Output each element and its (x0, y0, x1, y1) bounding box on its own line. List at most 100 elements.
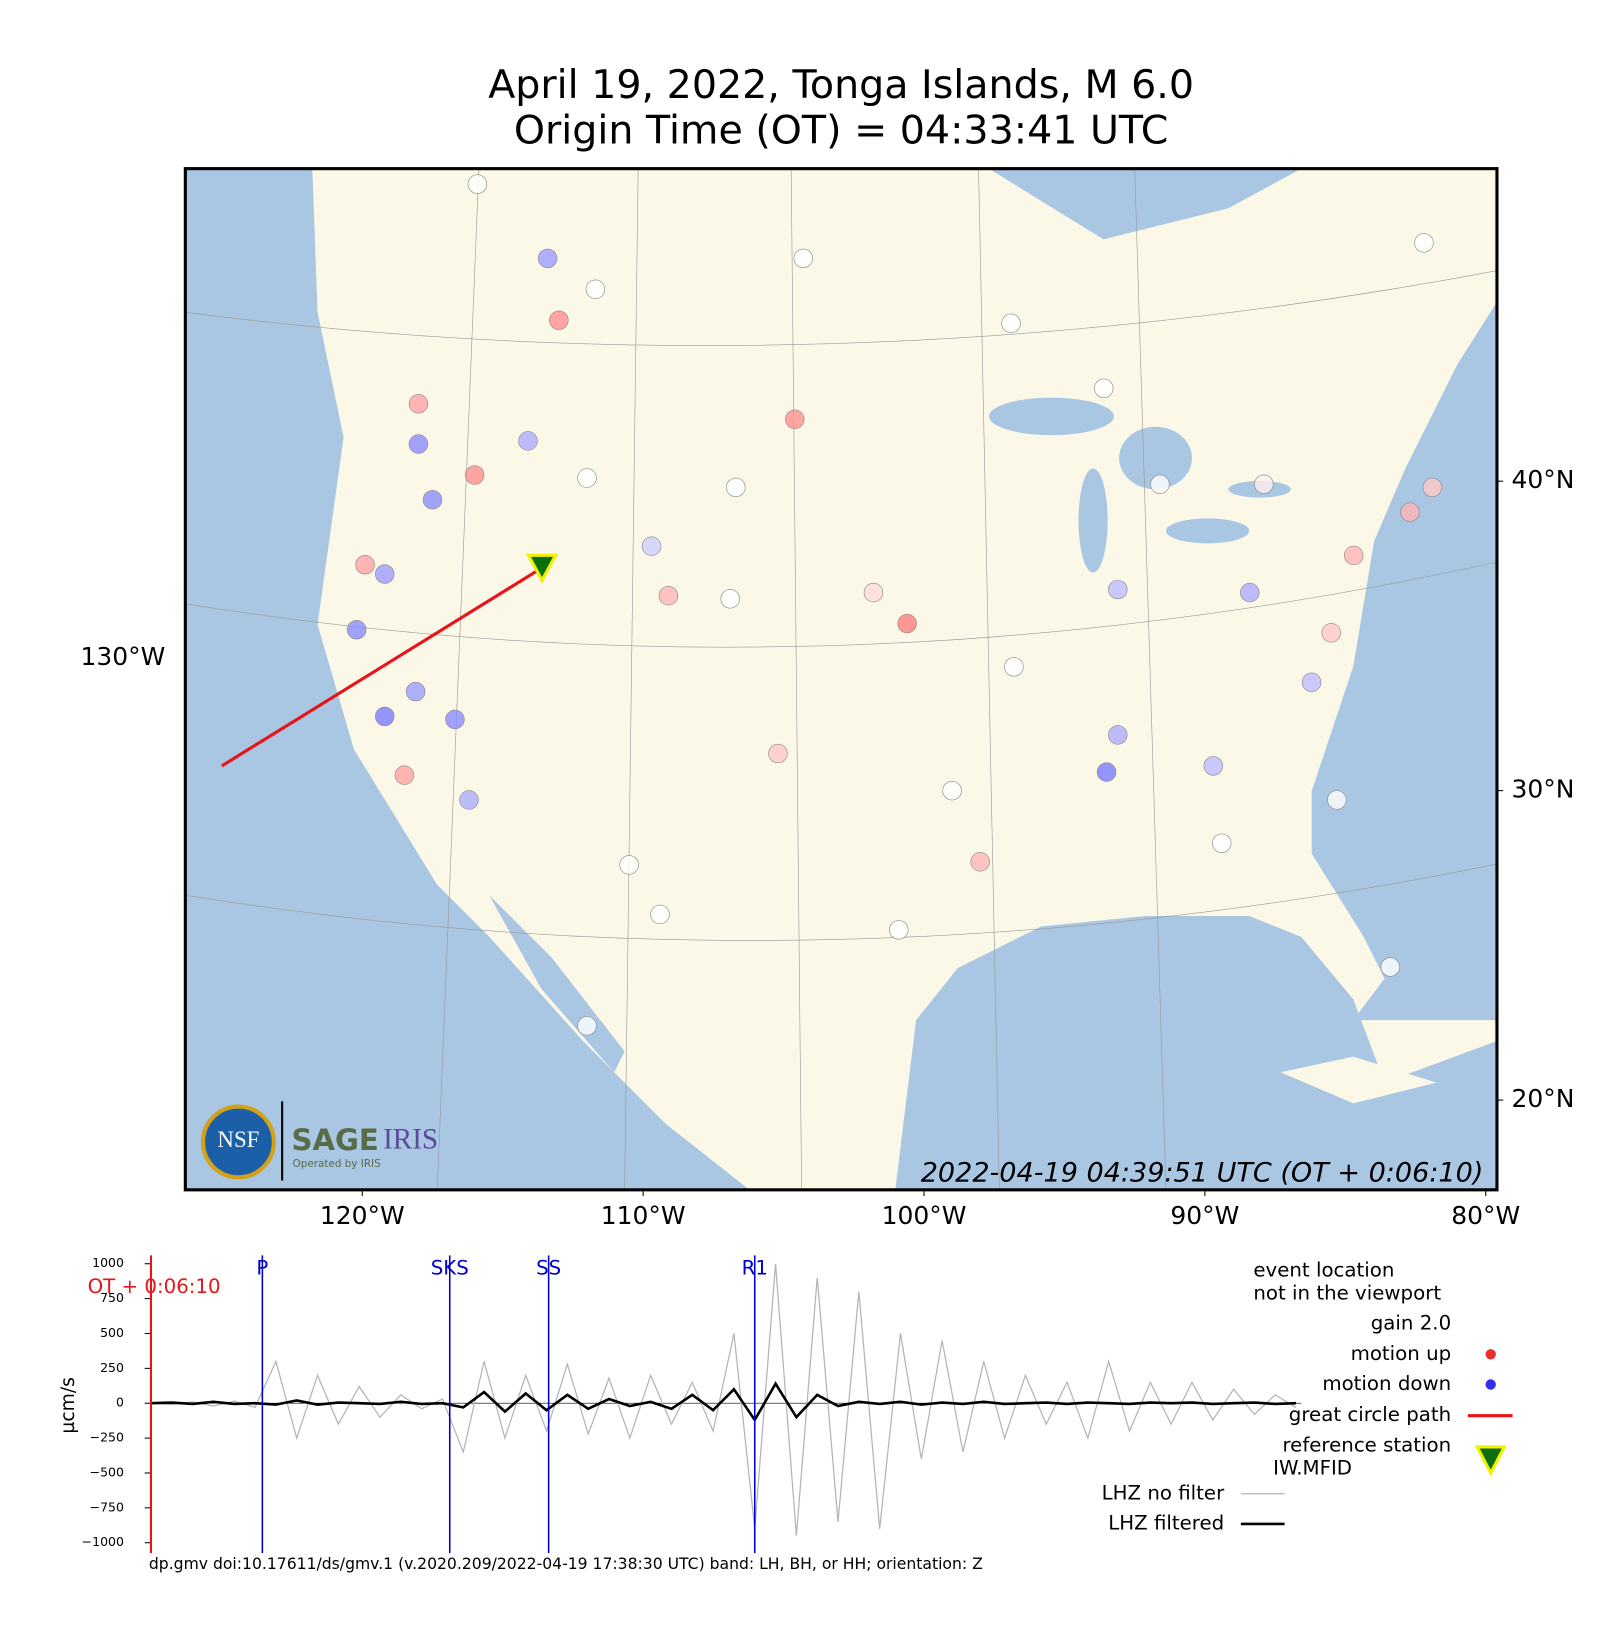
station (785, 409, 805, 429)
y-tick-label: −1000 (82, 1534, 124, 1549)
y-tick-label: 500 (100, 1325, 124, 1340)
station (346, 620, 367, 640)
station (459, 790, 479, 810)
station (1203, 756, 1223, 776)
legend-label: reference station (1282, 1433, 1451, 1456)
x-tick-label: 110°W (601, 1201, 686, 1230)
y-tick-label: 20°N (1512, 1084, 1575, 1113)
left-tick-label: 130°W (80, 642, 165, 671)
note: gain 2.0 (1371, 1312, 1451, 1335)
trace (150, 1263, 1297, 1536)
map-frame (183, 167, 1499, 1192)
station (577, 1016, 597, 1036)
y-tick-label: 30°N (1512, 775, 1575, 804)
station (619, 855, 639, 875)
legend-up (1485, 1349, 1496, 1360)
station (585, 279, 606, 300)
station (577, 468, 597, 488)
logo-iris: IRIS (383, 1124, 438, 1156)
ot-label: OT + 0:06:10 (88, 1275, 221, 1298)
station (1414, 233, 1434, 253)
y-tick-label: 1000 (92, 1255, 124, 1270)
footer: dp.gmv doi:10.17611/ds/gmv.1 (v.2020.209… (149, 1555, 983, 1573)
station (1004, 657, 1024, 677)
station (408, 434, 429, 454)
station (1108, 725, 1128, 745)
station (1001, 313, 1021, 334)
y-tick-label: 750 (100, 1290, 124, 1305)
logo-nsf: NSF (217, 1127, 259, 1152)
y-axis-label: µcm/s (58, 1377, 79, 1434)
station (408, 394, 429, 414)
station (1096, 762, 1117, 782)
station (1108, 579, 1128, 600)
station (467, 174, 488, 194)
station (897, 613, 917, 634)
y-tick-label: 40°N (1512, 465, 1575, 494)
station (1212, 833, 1232, 853)
station (1301, 672, 1322, 693)
note: event location (1253, 1259, 1394, 1282)
station (1400, 502, 1420, 522)
x-tick-label: 90°W (1170, 1201, 1239, 1230)
y-tick-label: −750 (90, 1499, 124, 1514)
station (375, 706, 395, 727)
y-tick-label: −250 (90, 1430, 124, 1445)
station (464, 465, 485, 485)
y-tick-label: 0 (116, 1395, 124, 1410)
phase-label: SS (536, 1256, 561, 1279)
station (445, 709, 465, 730)
title: April 19, 2022, Tonga Islands, M 6.0 (488, 62, 1194, 108)
subtitle: Origin Time (OT) = 04:33:41 UTC (514, 108, 1168, 154)
x-tick-label: 120°W (320, 1201, 405, 1230)
x-tick-label: 80°W (1451, 1201, 1520, 1230)
reference-station (525, 553, 559, 584)
station (1380, 957, 1400, 977)
station (355, 555, 375, 575)
logo-operated: Operated by IRIS (293, 1158, 382, 1170)
phase-label: P (256, 1256, 268, 1279)
x-tick-label: 100°W (882, 1201, 967, 1230)
legend-label: motion up (1351, 1342, 1452, 1365)
logo: NSF SAGE IRIS Operated by IRIS (200, 1101, 438, 1181)
station (1327, 790, 1347, 810)
logo-sage: SAGE (292, 1123, 379, 1157)
station (863, 582, 884, 603)
station (889, 920, 909, 940)
legend-label: motion down (1322, 1372, 1451, 1395)
station (1422, 477, 1443, 498)
great-circle-path (221, 566, 543, 768)
station (1240, 582, 1260, 603)
legend-label: great circle path (1289, 1403, 1451, 1426)
map-base (185, 168, 1497, 1190)
station (650, 904, 670, 925)
legend-label: LHZ no filter (1102, 1481, 1225, 1504)
station (726, 477, 746, 498)
station (1344, 545, 1364, 566)
station (793, 248, 813, 269)
station (658, 586, 679, 606)
station (394, 765, 415, 785)
timestamp: 2022-04-19 04:39:51 UTC (OT + 0:06:10) (921, 1158, 1484, 1189)
y-tick-label: 250 (100, 1360, 124, 1375)
station (641, 536, 662, 556)
station (375, 564, 395, 584)
station (1321, 623, 1341, 643)
station (1150, 474, 1170, 494)
legend-ref (1474, 1445, 1507, 1477)
station (537, 248, 558, 269)
note: not in the viewport (1253, 1281, 1441, 1304)
station (942, 780, 962, 801)
legend-label: IW.MFID (1273, 1456, 1352, 1479)
legend-down (1485, 1379, 1496, 1390)
station (549, 310, 569, 330)
y-tick-label: −500 (90, 1464, 124, 1479)
station (422, 490, 443, 510)
station (1254, 474, 1274, 494)
station (1094, 378, 1114, 399)
station (405, 681, 426, 702)
phase-label: SKS (431, 1256, 469, 1279)
station (518, 431, 538, 451)
phase-label: R1 (742, 1256, 768, 1279)
